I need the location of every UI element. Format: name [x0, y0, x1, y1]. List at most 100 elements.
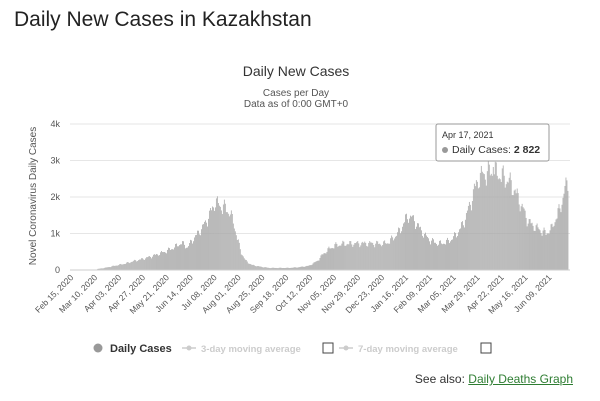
bar	[323, 253, 325, 270]
bar	[101, 268, 103, 270]
bar	[158, 255, 159, 270]
bar	[316, 261, 318, 270]
bar	[239, 249, 241, 270]
bar	[521, 203, 523, 270]
legend-item-3-day-average[interactable]: 3-day moving average	[182, 342, 334, 355]
bar	[447, 237, 448, 270]
bar	[345, 245, 347, 270]
tooltip-value: 2 822	[514, 144, 540, 156]
bar	[465, 213, 467, 270]
bar	[382, 245, 384, 270]
chart-data-timestamp: Data as of 0:00 GMT+0	[244, 99, 349, 110]
bar	[127, 262, 129, 270]
bar	[296, 267, 298, 270]
bar	[99, 268, 101, 270]
bar	[165, 252, 166, 270]
bar	[266, 267, 268, 270]
bar	[363, 243, 365, 270]
bar	[271, 267, 273, 270]
bar	[119, 264, 121, 270]
bar	[344, 245, 346, 270]
bar	[304, 266, 306, 270]
bar	[249, 263, 251, 270]
bar	[514, 189, 516, 270]
bar	[456, 237, 457, 270]
bar	[551, 223, 553, 270]
bar	[171, 249, 172, 270]
y-tick-label: 2k	[50, 192, 60, 202]
bar	[360, 245, 362, 270]
bar	[422, 235, 423, 270]
bar	[466, 210, 468, 270]
bar	[188, 246, 189, 270]
bar	[352, 246, 354, 270]
bar	[557, 208, 559, 270]
bar	[143, 259, 145, 270]
bar	[378, 244, 380, 270]
bar	[485, 185, 487, 270]
bar	[499, 179, 501, 270]
bar	[421, 230, 422, 270]
bar	[221, 214, 223, 270]
bar	[371, 242, 373, 270]
legend-checkbox-3-day[interactable]	[322, 342, 334, 354]
bar	[508, 177, 510, 270]
line-marker-dot	[343, 345, 349, 351]
bar	[111, 266, 113, 270]
bar	[224, 203, 226, 270]
bar	[208, 218, 209, 270]
bar	[176, 243, 177, 270]
bar	[441, 243, 442, 270]
tooltip-series: Daily Cases	[452, 144, 508, 156]
legend-item-7-day-average[interactable]: 7-day moving average	[339, 342, 492, 355]
bar	[474, 186, 476, 270]
bar	[372, 242, 374, 270]
bar	[153, 254, 155, 270]
bar	[313, 262, 315, 270]
bar	[301, 266, 303, 270]
bar	[238, 242, 240, 270]
bar	[300, 266, 302, 270]
bar	[330, 248, 332, 270]
bar	[282, 267, 284, 270]
bar	[464, 219, 466, 270]
bar	[435, 242, 436, 270]
bar	[501, 168, 503, 270]
bar	[125, 263, 127, 270]
bar	[252, 264, 254, 270]
bar	[367, 246, 369, 270]
bar	[232, 223, 234, 270]
bar	[392, 237, 394, 270]
bar	[248, 263, 250, 270]
bar	[356, 241, 358, 270]
bar	[126, 262, 128, 270]
legend-checkbox-7-day[interactable]	[480, 342, 492, 354]
bar	[482, 173, 484, 270]
bar	[395, 236, 397, 270]
bar	[326, 251, 328, 270]
y-tick-label: 4k	[50, 119, 60, 129]
bar	[191, 240, 192, 270]
bar	[544, 230, 546, 270]
bar	[381, 246, 383, 270]
bar	[513, 190, 515, 270]
bar	[309, 265, 311, 270]
legend-item-daily-cases[interactable]: Daily Cases	[93, 343, 172, 355]
bar	[453, 236, 454, 270]
bar	[295, 267, 297, 270]
bar	[428, 238, 429, 270]
bar	[109, 267, 111, 270]
bar	[260, 266, 262, 270]
bar	[412, 215, 413, 270]
bar	[336, 243, 338, 270]
bar	[564, 185, 566, 270]
bar	[226, 212, 228, 270]
legend-label-daily-cases: Daily Cases	[110, 343, 172, 355]
bar	[263, 267, 265, 270]
bar	[156, 253, 157, 270]
bar	[439, 240, 440, 270]
bar	[549, 230, 551, 270]
daily-deaths-graph-link[interactable]: Daily Deaths Graph	[468, 372, 573, 386]
bar	[424, 234, 425, 270]
bar	[124, 264, 126, 270]
